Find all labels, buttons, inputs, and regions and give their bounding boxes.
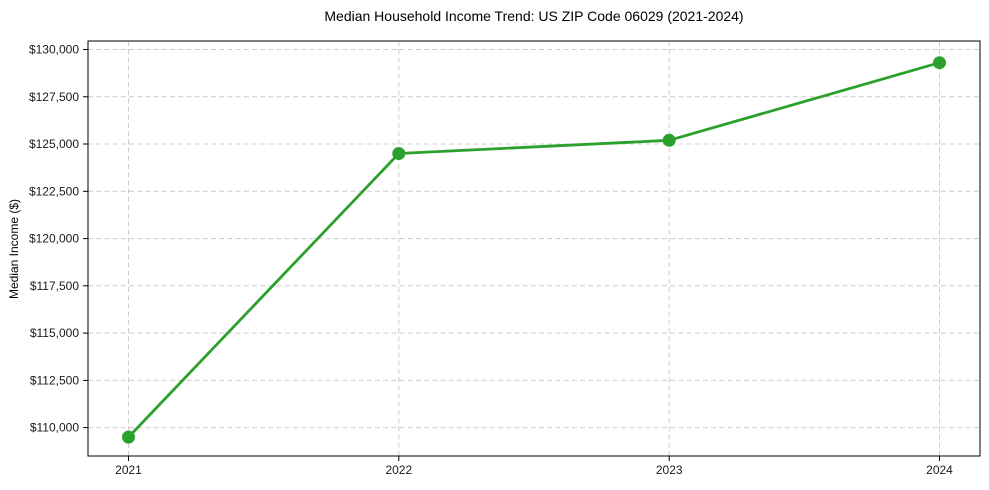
y-tick-label: $110,000	[30, 421, 79, 435]
plot-border	[87, 40, 981, 457]
y-tick-label: $117,500	[30, 279, 79, 293]
y-tick-label: $122,500	[29, 184, 79, 198]
chart-title: Median Household Income Trend: US ZIP Co…	[324, 8, 744, 24]
y-tick-label: $115,000	[30, 326, 79, 340]
data-point-2022	[392, 147, 406, 160]
series-line	[127, 61, 941, 439]
data-point-2023	[662, 133, 676, 147]
x-tick-label: 2022	[385, 463, 412, 477]
x-tick-label: 2021	[115, 463, 142, 477]
x-tick-label: 2023	[656, 463, 683, 477]
y-tick-label: $130,000	[29, 43, 79, 57]
y-tick-label: $127,500	[29, 90, 79, 104]
x-tick-label: 2024	[926, 463, 953, 477]
data-point-2021	[122, 430, 135, 444]
data-point-2024	[933, 56, 946, 70]
y-tick-label: $125,000	[29, 137, 79, 151]
y-tick-label: $120,000	[29, 232, 79, 246]
y-tick-label: $112,500	[30, 373, 79, 387]
